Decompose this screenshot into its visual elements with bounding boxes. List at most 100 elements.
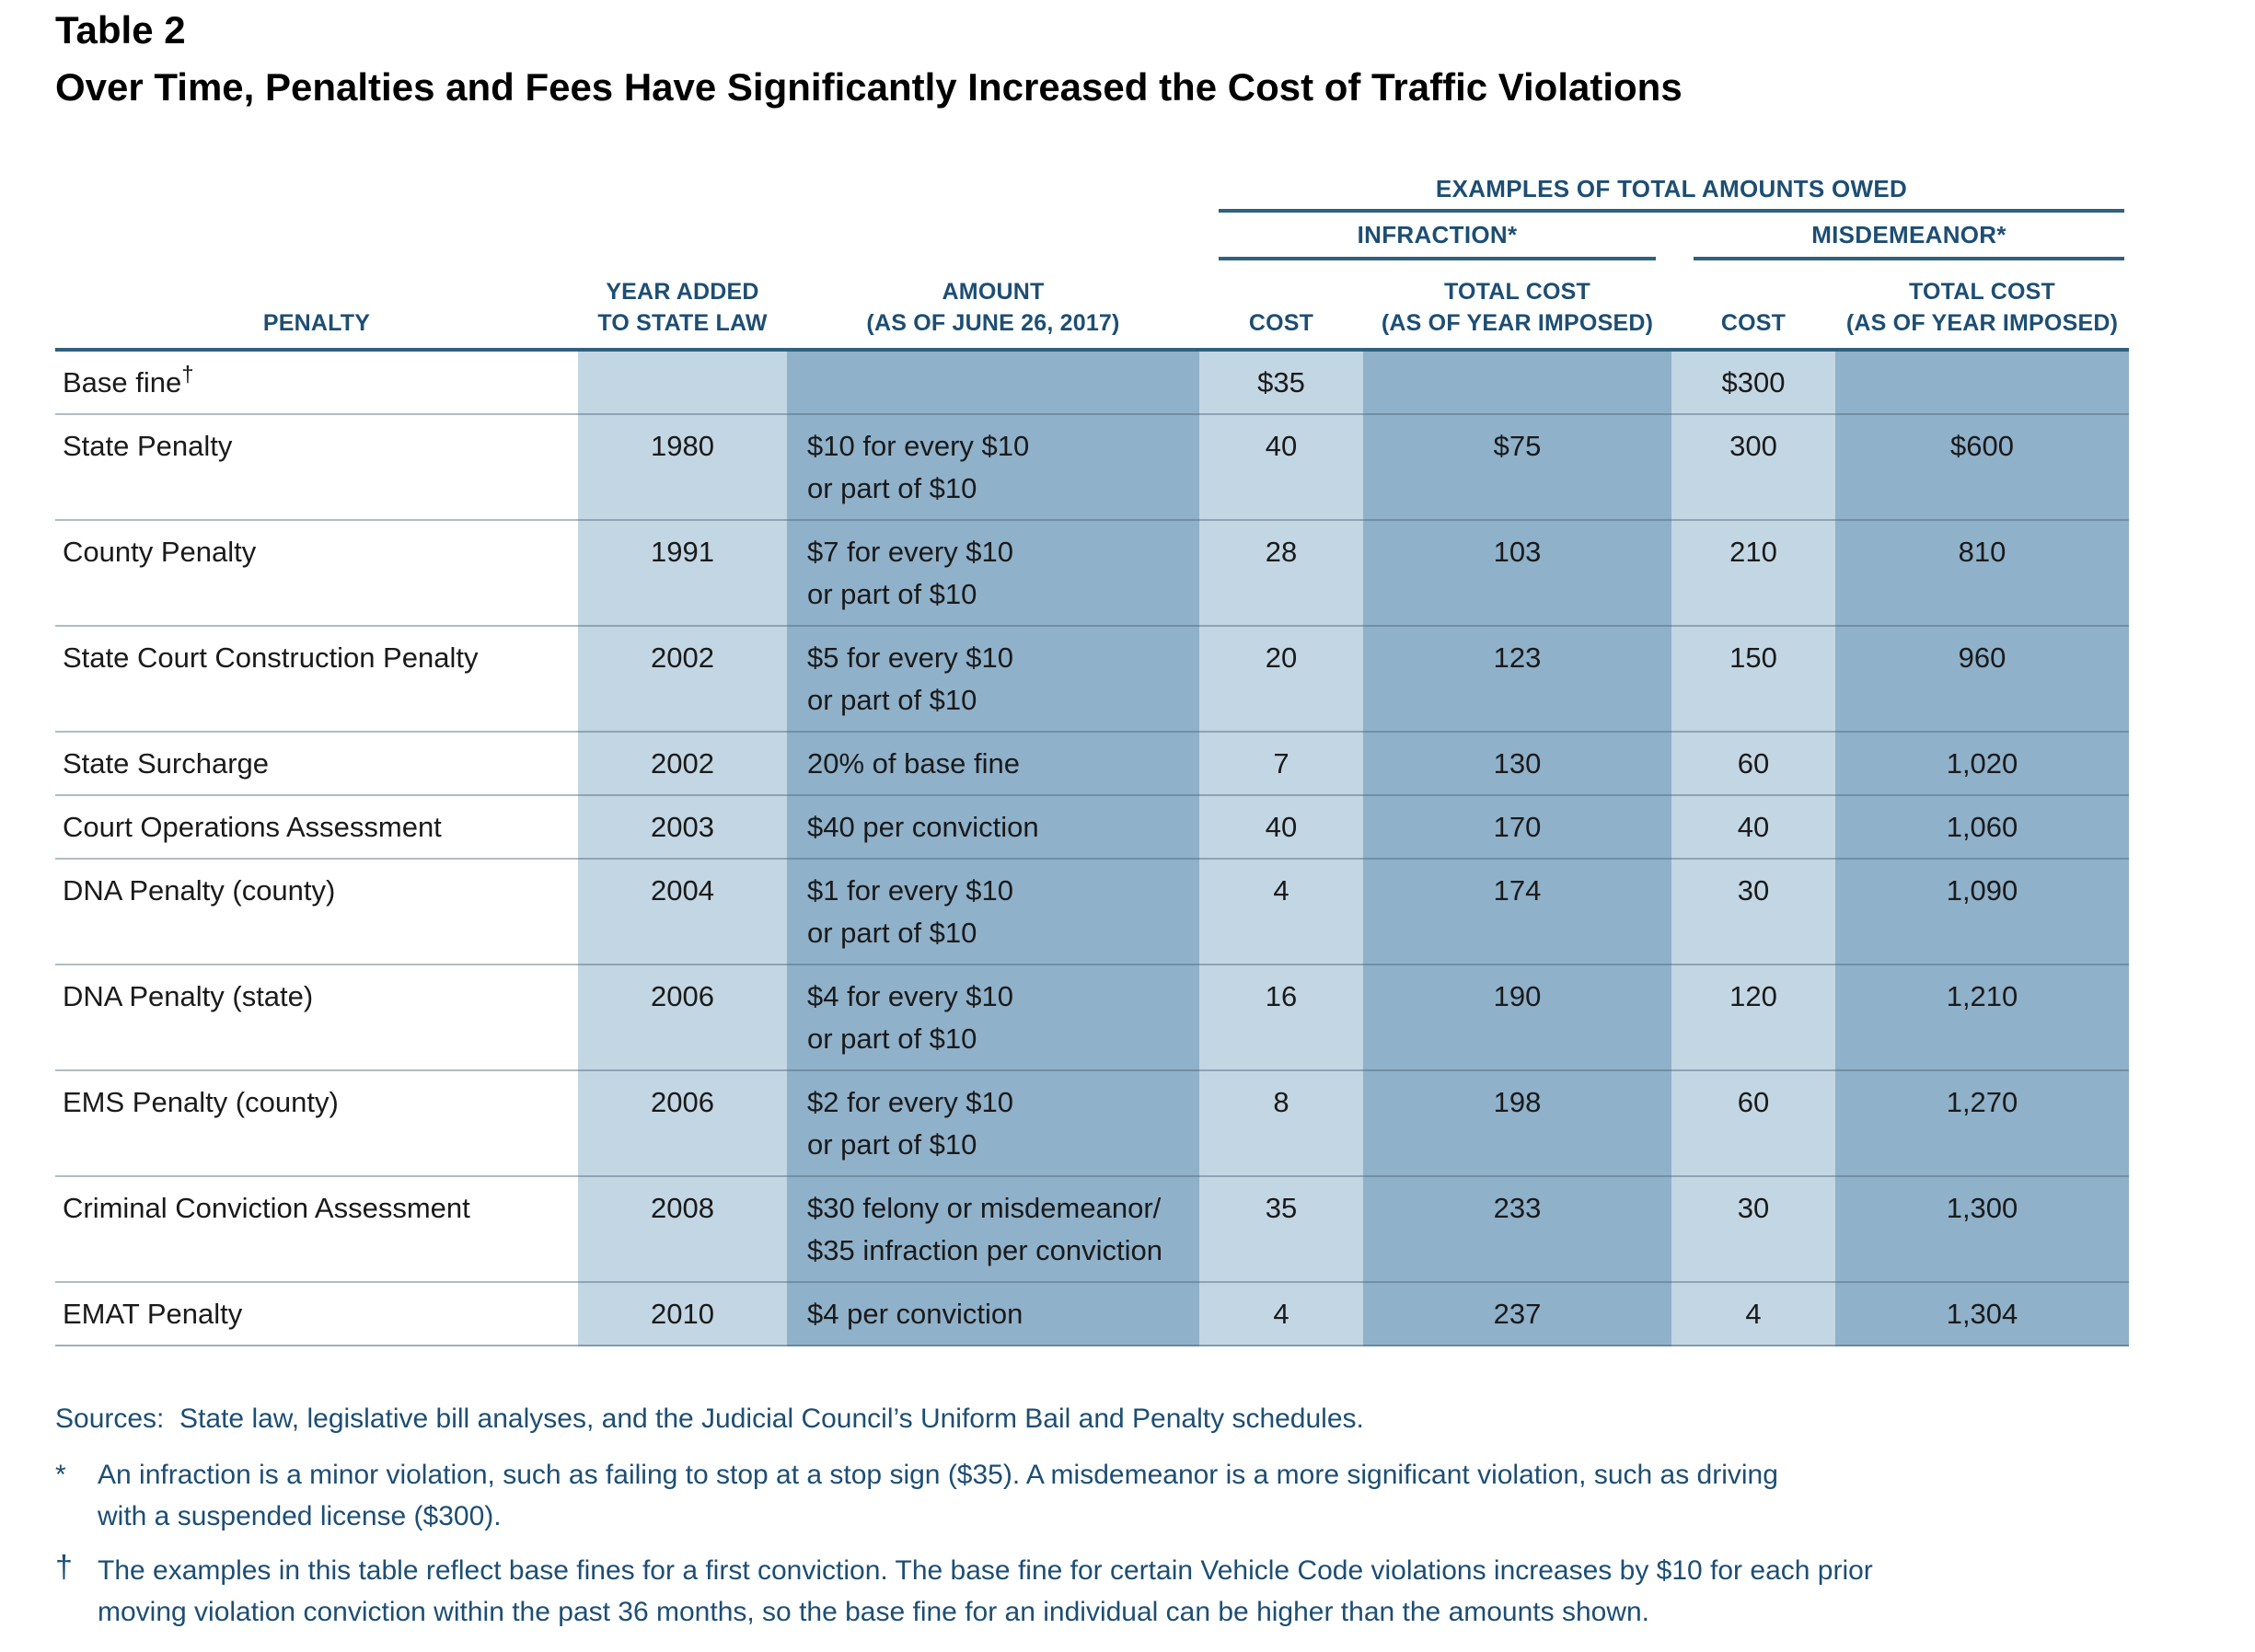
examples-group-header: EXAMPLES OF TOTAL AMOUNTS OWED xyxy=(1219,172,2124,213)
cell-year: 2003 xyxy=(578,794,787,858)
table-row: Criminal Conviction Assessment 2008 $30 fe… xyxy=(55,1175,2129,1281)
cell-mis_total: 1,300 xyxy=(1835,1175,2129,1281)
footnote: † The examples in this table reflect base… xyxy=(55,1550,2200,1633)
cell-mis_cost: 4 xyxy=(1671,1281,1835,1346)
cell-amount: $7 for every $10 or part of $10 xyxy=(787,519,1199,625)
cell-amount: $4 per conviction xyxy=(787,1281,1199,1346)
cell-mis_total: 1,020 xyxy=(1835,731,2129,794)
cell-mis_total: 1,090 xyxy=(1835,858,2129,964)
sources-note: Sources: State law, legislative bill ana… xyxy=(55,1404,1364,1434)
cell-amount: $1 for every $10 or part of $10 xyxy=(787,858,1199,964)
table-subtitle: Over Time, Penalties and Fees Have Signi… xyxy=(55,65,1683,109)
cell-penalty: State Surcharge xyxy=(55,731,578,794)
cell-amount: $40 per conviction xyxy=(787,794,1199,858)
footnote-text: An infraction is a minor violation, such… xyxy=(98,1460,1778,1531)
table-row: State Court Construction Penalty 2002 $5 f… xyxy=(55,625,2129,731)
column-header-penalty: PENALTY xyxy=(262,310,371,336)
infraction-subheader: INFRACTION* xyxy=(1219,213,1656,260)
column-header-row: PENALTY YEAR ADDED TO STATE LAW AMOUNT (AS… xyxy=(55,260,2129,352)
cell-penalty: Court Operations Assessment xyxy=(55,794,578,858)
cell-inf_total: 103 xyxy=(1363,519,1671,625)
cell-inf_cost: 28 xyxy=(1199,519,1363,625)
cell-mis_total: 1,270 xyxy=(1835,1069,2129,1175)
cell-penalty: State Court Construction Penalty xyxy=(55,625,578,731)
cell-mis_cost: 60 xyxy=(1671,1069,1835,1175)
cell-year: 2006 xyxy=(578,1069,787,1175)
cell-mis_total: 960 xyxy=(1835,625,2129,731)
cell-penalty: County Penalty xyxy=(55,519,578,625)
cell-inf_cost: 20 xyxy=(1199,625,1363,731)
cell-year: 2010 xyxy=(578,1281,787,1346)
cell-mis_total xyxy=(1835,352,2129,413)
column-header-mis_cost: COST xyxy=(1720,310,1787,336)
cell-mis_total: 1,304 xyxy=(1835,1281,2129,1346)
table-row: DNA Penalty (state) 2006 $4 for every $10 … xyxy=(55,964,2129,1069)
cell-year: 2006 xyxy=(578,964,787,1069)
cell-inf_cost: 4 xyxy=(1199,858,1363,964)
cell-inf_total: 174 xyxy=(1363,858,1671,964)
cell-amount: $4 for every $10 or part of $10 xyxy=(787,964,1199,1069)
cell-inf_total: 130 xyxy=(1363,731,1671,794)
cell-inf_cost: 40 xyxy=(1199,794,1363,858)
footnote: * An infraction is a minor violation, suc… xyxy=(55,1454,2200,1537)
cell-year xyxy=(578,352,787,413)
cell-mis_total: 1,060 xyxy=(1835,794,2129,858)
subgroup-header-row: INFRACTION* MISDEMEANOR* xyxy=(1219,213,2124,260)
cell-year: 1980 xyxy=(578,413,787,519)
footnote-text: The examples in this table reflect base … xyxy=(98,1555,1873,1627)
column-header-amount: AMOUNT (AS OF JUNE 26, 2017) xyxy=(866,279,1120,336)
cell-year: 2008 xyxy=(578,1175,787,1281)
footnote-marker: * xyxy=(55,1460,66,1490)
cell-mis_cost: 210 xyxy=(1671,519,1835,625)
cell-amount: $10 for every $10 or part of $10 xyxy=(787,413,1199,519)
table-row: Court Operations Assessment 2003 $40 per c… xyxy=(55,794,2129,858)
cell-mis_cost: 150 xyxy=(1671,625,1835,731)
cell-inf_cost: $35 xyxy=(1199,352,1363,413)
cell-mis_total: 1,210 xyxy=(1835,964,2129,1069)
cell-penalty: EMAT Penalty xyxy=(55,1281,578,1346)
column-header-mis_total: TOTAL COST (AS OF YEAR IMPOSED) xyxy=(1845,279,2119,336)
cell-inf_total: 170 xyxy=(1363,794,1671,858)
cell-year: 2002 xyxy=(578,625,787,731)
cell-inf_total: 190 xyxy=(1363,964,1671,1069)
cell-mis_cost: 120 xyxy=(1671,964,1835,1069)
table-row: EMS Penalty (county) 2006 $2 for every $10… xyxy=(55,1069,2129,1175)
table-row: County Penalty 1991 $7 for every $10 or pa… xyxy=(55,519,2129,625)
table-body: Base fine† $35 $300 State Penalty 1980 $10 fo… xyxy=(55,352,2129,1346)
cell-amount: $2 for every $10 or part of $10 xyxy=(787,1069,1199,1175)
cell-inf_cost: 7 xyxy=(1199,731,1363,794)
cell-mis_cost: 30 xyxy=(1671,1175,1835,1281)
cell-year: 1991 xyxy=(578,519,787,625)
cell-mis_total: $600 xyxy=(1835,413,2129,519)
footnotes: Sources: State law, legislative bill ana… xyxy=(55,1398,2200,1633)
cell-amount xyxy=(787,352,1199,413)
cell-mis_total: 810 xyxy=(1835,519,2129,625)
cell-inf_cost: 40 xyxy=(1199,413,1363,519)
cell-penalty: Base fine† xyxy=(55,352,578,413)
cell-inf_total: $75 xyxy=(1363,413,1671,519)
table-row: State Surcharge 2002 20% of base fine 7 130 6… xyxy=(55,731,2129,794)
cell-inf_cost: 16 xyxy=(1199,964,1363,1069)
cell-amount: $5 for every $10 or part of $10 xyxy=(787,625,1199,731)
cell-amount: 20% of base fine xyxy=(787,731,1199,794)
cell-inf_total: 198 xyxy=(1363,1069,1671,1175)
footnote-marker: † xyxy=(55,1550,73,1585)
table-row: DNA Penalty (county) 2004 $1 for every $10… xyxy=(55,858,2129,964)
column-header-inf_total: TOTAL COST (AS OF YEAR IMPOSED) xyxy=(1381,279,1654,336)
cell-mis_cost: 40 xyxy=(1671,794,1835,858)
dagger-marker: † xyxy=(181,362,194,387)
misdemeanor-subheader: MISDEMEANOR* xyxy=(1694,213,2124,260)
cell-mis_cost: $300 xyxy=(1671,352,1835,413)
cell-penalty: State Penalty xyxy=(55,413,578,519)
cell-penalty: Criminal Conviction Assessment xyxy=(55,1175,578,1281)
cell-mis_cost: 300 xyxy=(1671,413,1835,519)
table-number-title: Table 2 xyxy=(55,8,186,52)
cell-penalty: DNA Penalty (county) xyxy=(55,858,578,964)
cell-mis_cost: 30 xyxy=(1671,858,1835,964)
cell-amount: $30 felony or misdemeanor/ $35 infractio… xyxy=(787,1175,1199,1281)
table-row: Base fine† $35 $300 xyxy=(55,352,2129,413)
cell-inf_cost: 8 xyxy=(1199,1069,1363,1175)
cell-inf_total: 237 xyxy=(1363,1281,1671,1346)
column-header-year: YEAR ADDED TO STATE LAW xyxy=(597,279,768,336)
